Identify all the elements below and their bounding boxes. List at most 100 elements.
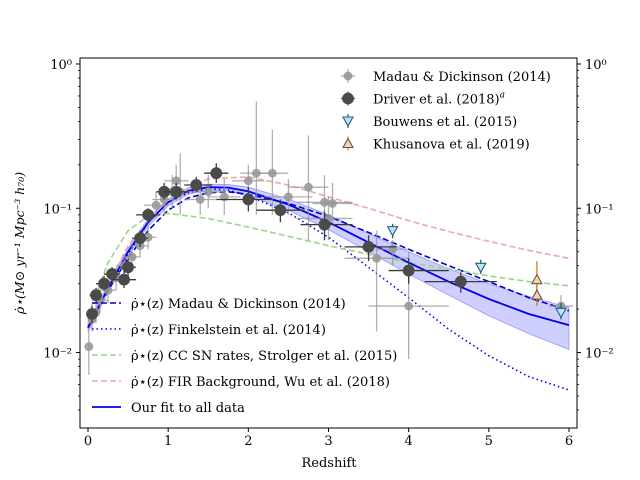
data-point (216, 187, 273, 212)
marker (362, 240, 375, 253)
marker (242, 193, 255, 206)
data-point (96, 275, 113, 291)
legend-models: ρ̇⋆(z) Madau & Dickinson (2014) ρ̇⋆(z) Fi… (92, 297, 397, 416)
data-points-layer (84, 101, 573, 375)
legend-entry-driver-et-al-2018: Driver et al. (2018)a (341, 91, 505, 108)
x-tick-label: 0 (84, 434, 92, 449)
data-point (386, 223, 399, 239)
legend-label: ρ̇⋆(z) Madau & Dickinson (2014) (131, 297, 346, 312)
marker (195, 195, 205, 204)
y-axis-label: ρ̇⋆(M⊙ yr⁻¹ Mpc⁻³ h₇₀) (12, 172, 27, 315)
data-point (530, 285, 543, 307)
data-point (112, 270, 137, 289)
x-tick-label: 6 (565, 434, 573, 449)
legend-label: ρ̇⋆(z) Finkelstein et al. (2014) (131, 323, 326, 338)
axes-layer: 0 1 2 3 4 5 6 10⁻² 10⁻² 10⁻¹ 10⁻¹ 10⁰ 10⁰ (43, 58, 613, 449)
y-tick-label-right: 10⁰ (585, 58, 607, 73)
series-bouwens-et-al-2015 (386, 223, 567, 320)
data-point (84, 331, 94, 375)
data-point (424, 272, 497, 293)
marker (386, 226, 399, 237)
marker (372, 253, 381, 263)
legend-entry-our-fit-to-all-data: Our fit to all data (92, 401, 245, 416)
data-point (344, 230, 409, 332)
data-point (555, 303, 567, 320)
marker (190, 179, 203, 191)
x-tick-label: 1 (164, 434, 172, 449)
x-tick-label: 3 (324, 434, 332, 449)
marker (170, 185, 183, 198)
marker (106, 268, 118, 280)
x-tick-label: 5 (485, 434, 493, 449)
y-tick-label-right: 10⁻² (585, 347, 614, 362)
legend-entry-z-finkelstein-et-al-2014: ρ̇⋆(z) Finkelstein et al. (2014) (92, 323, 326, 338)
legend-label: ρ̇⋆(z) CC SN rates, Strolger et al. (201… (131, 349, 397, 364)
legend-entry-z-madau-dickinson-2014: ρ̇⋆(z) Madau & Dickinson (2014) (92, 297, 346, 312)
legend-entry-khusanova-et-al-2019: Khusanova et al. (2019) (342, 136, 530, 153)
legend-marker (342, 137, 354, 149)
x-tick-label: 4 (405, 434, 413, 449)
legend-label: Driver et al. (2018)a (373, 91, 505, 108)
data-point (104, 267, 121, 282)
data-point (300, 211, 353, 241)
legend-label: ρ̇⋆(z) FIR Background, Wu et al. (2018) (131, 375, 390, 390)
marker (151, 200, 161, 210)
marker (284, 192, 293, 202)
y-tick-label-right: 10⁻¹ (585, 202, 614, 217)
data-point (86, 306, 98, 324)
legend-entry-z-cc-sn-rates-strolger-et-al-2015: ρ̇⋆(z) CC SN rates, Strolger et al. (201… (92, 349, 397, 364)
y-tick-label-left: 10⁻² (43, 347, 72, 362)
y-tick-label-left: 10⁻¹ (43, 202, 72, 217)
data-point (184, 176, 213, 192)
data-point (288, 135, 329, 241)
marker (90, 289, 102, 302)
data-point (144, 191, 169, 219)
x-axis-label: Redshift (301, 456, 357, 471)
marker (86, 308, 98, 320)
legend-label: Madau & Dickinson (2014) (373, 70, 551, 85)
data-point (192, 175, 225, 209)
marker (328, 199, 337, 208)
y-tick-label-left: 10⁰ (50, 58, 72, 73)
marker (142, 208, 155, 221)
marker (304, 182, 313, 192)
data-point (264, 178, 313, 215)
data-point (164, 182, 189, 200)
data-point (204, 163, 229, 183)
marker (203, 187, 213, 197)
data-point (132, 230, 149, 247)
marker (84, 342, 94, 351)
legend-entry-z-fir-background-wu-et-al-2018: ρ̇⋆(z) FIR Background, Wu et al. (2018) (92, 375, 390, 390)
marker (318, 218, 331, 231)
marker (122, 261, 134, 274)
marker (118, 273, 130, 286)
marker (454, 275, 467, 288)
legend-marker (343, 71, 353, 81)
x-tick-label: 2 (244, 434, 252, 449)
marker (127, 252, 137, 262)
data-point (256, 129, 289, 215)
legend-label: Bouwens et al. (2015) (373, 115, 517, 130)
legend-marker (342, 92, 354, 105)
data-point (89, 288, 102, 304)
data-point (388, 258, 449, 284)
legend-label: Khusanova et al. (2019) (373, 138, 530, 153)
curve-z-cc-sn-rates-strolger-et-al-2015 (87, 212, 570, 317)
marker (555, 307, 567, 319)
legend-superscript: a (500, 91, 505, 101)
marker (404, 301, 414, 311)
legend-label: Our fit to all data (131, 401, 245, 416)
legend-entry-bouwens-et-al-2015: Bouwens et al. (2015) (342, 114, 517, 130)
marker (98, 277, 110, 290)
marker (210, 167, 223, 180)
marker (402, 264, 415, 277)
legend-datasets: Madau & Dickinson (2014) Driver et al. (2… (341, 69, 551, 153)
marker (474, 262, 487, 274)
marker (530, 273, 543, 285)
data-point (120, 258, 137, 276)
series-khusanova-et-al-2019 (530, 261, 543, 307)
legend-marker (342, 116, 354, 128)
data-point (256, 199, 305, 223)
data-point (136, 208, 161, 223)
marker (219, 192, 229, 202)
